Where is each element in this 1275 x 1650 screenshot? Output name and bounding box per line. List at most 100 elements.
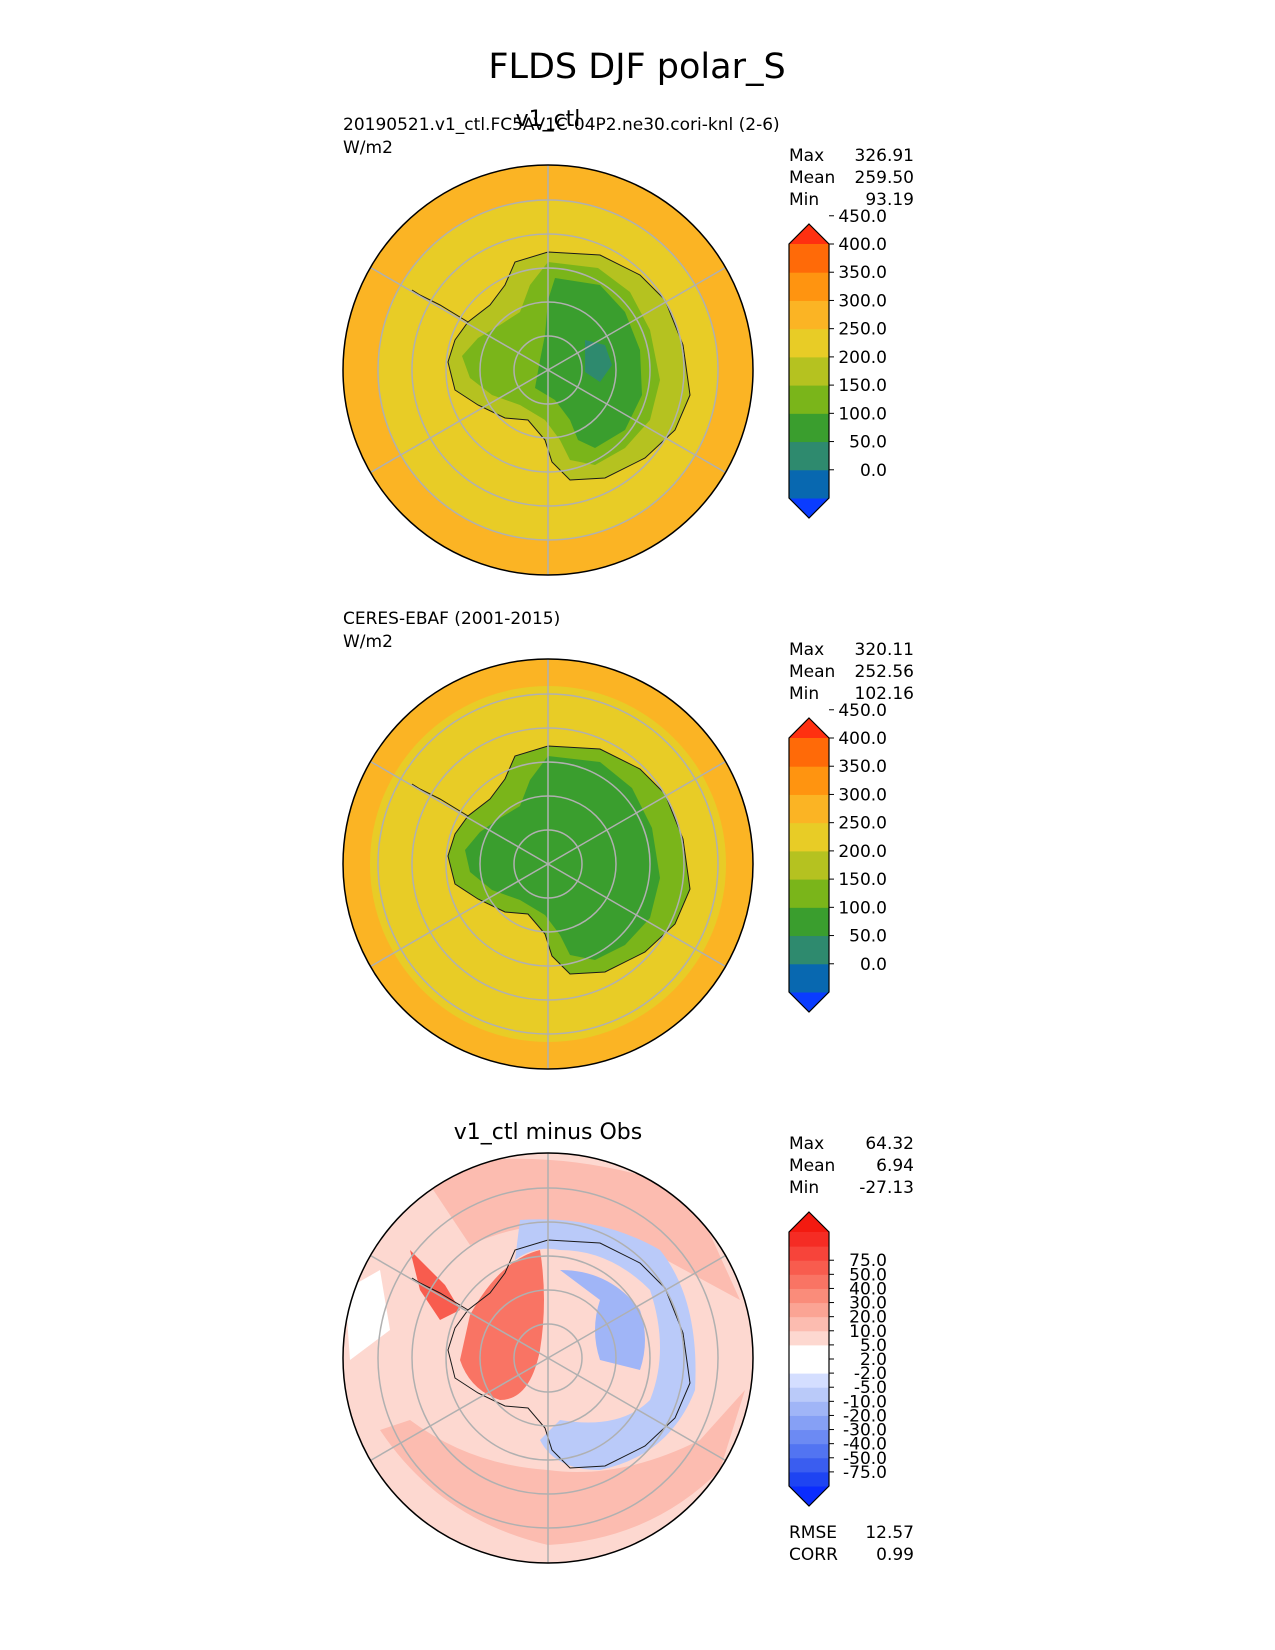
- colorbar-tick-label: 200.0: [838, 842, 887, 862]
- colorbar-segment: [789, 794, 829, 824]
- colorbar-segment: [789, 1316, 829, 1332]
- meridian-line: [370, 863, 549, 968]
- meridian-line: [370, 369, 549, 474]
- colorbar-extension-high: [789, 718, 829, 738]
- colorbar-segment: [789, 935, 829, 965]
- meridian-line: [370, 1357, 549, 1462]
- colorbar-tick-label: 400.0: [838, 235, 887, 255]
- map-field-ring: [420, 1158, 740, 1300]
- stat-value: 102.16: [855, 684, 914, 704]
- colorbar: -75.0-50.0-40.0-30.0-20.0-10.0-5.0-2.02.…: [788, 1211, 887, 1507]
- colorbar-tick-label: 100.0: [838, 898, 887, 918]
- meridian-line: [370, 760, 549, 865]
- colorbar-tick-label: 0.0: [860, 955, 887, 975]
- panel-units: W/m2: [343, 632, 393, 652]
- meridian-line: [547, 1254, 726, 1359]
- colorbar-segment: [789, 300, 829, 330]
- stat-value: 0.99: [876, 1545, 914, 1565]
- colorbar-segment: [789, 1429, 829, 1445]
- colorbar-tick-label: 5.0: [860, 1336, 887, 1356]
- map-gridlines: [370, 659, 726, 1069]
- colorbar-tick-label: 50.0: [849, 927, 887, 947]
- colorbar-segment: [789, 385, 829, 414]
- colorbar-segment: [789, 1443, 829, 1459]
- colorbar-segment: [789, 1302, 829, 1318]
- colorbar-segment: [789, 1260, 829, 1275]
- stat-value: 326.91: [855, 146, 914, 166]
- colorbar-tick-label: -10.0: [843, 1392, 887, 1412]
- map-field-negative-ring: [515, 1219, 696, 1470]
- colorbar-segment: [789, 441, 829, 471]
- colorbar-segment: [789, 738, 829, 767]
- colorbar-segment: [789, 244, 829, 273]
- colorbar-tick-label: 300.0: [838, 291, 887, 311]
- stat-value: 6.94: [876, 1156, 914, 1176]
- coastline: [411, 1239, 691, 1469]
- colorbar-tick-label: -40.0: [843, 1435, 887, 1455]
- colorbar-tick-label: 250.0: [838, 814, 887, 834]
- panel-title: v1_ctl minus Obs: [454, 1120, 642, 1145]
- stats-box: Max 326.91 Mean 259.50 Min 93.19: [789, 146, 914, 210]
- colorbar-segment: [789, 766, 829, 795]
- colorbar-segment: [789, 1415, 829, 1431]
- colorbar-tick-label: 300.0: [838, 785, 887, 805]
- colorbar-tick-label: 20.0: [849, 1308, 887, 1328]
- colorbar-tick-label: 350.0: [838, 757, 887, 777]
- colorbar-segment: [789, 963, 829, 993]
- colorbar-tick-label: -75.0: [843, 1463, 887, 1483]
- stat-label: CORR: [789, 1545, 838, 1565]
- map-gridlines: [370, 165, 726, 575]
- panel-title: v1_ctl: [516, 107, 581, 132]
- colorbar-segment: [789, 1246, 829, 1261]
- panel-ref: CERES-EBAF (2001-2015) W/m2 Max 320.11 M…: [342, 609, 914, 1070]
- colorbar-segment: [789, 1359, 829, 1374]
- meridian-line: [370, 1254, 549, 1359]
- colorbar-segment: [789, 328, 829, 358]
- colorbar-segment: [789, 1232, 829, 1247]
- colorbar-tick-label: 350.0: [838, 263, 887, 283]
- colorbar-segment: [789, 469, 829, 499]
- colorbar-segment: [789, 907, 829, 937]
- colorbar-tick-label: 450.0: [838, 207, 887, 227]
- colorbar-tick-label: -50.0: [843, 1449, 887, 1469]
- panel-diff: v1_ctl minus Obs Max 64.32 Mean 6.94 Min…: [342, 1120, 914, 1565]
- stat-label: Min: [789, 1178, 819, 1198]
- colorbar-tick-label: -5.0: [854, 1378, 887, 1398]
- figure-title: FLDS DJF polar_S: [488, 47, 785, 87]
- stat-value: 252.56: [855, 662, 914, 682]
- map-field-interior: [465, 756, 660, 960]
- colorbar-extension-high: [789, 224, 829, 244]
- map-field-positive: [460, 1250, 544, 1400]
- meridian-line: [547, 369, 726, 474]
- stat-value: -27.13: [859, 1178, 914, 1198]
- stats-box: Max 320.11 Mean 252.56 Min 102.16: [789, 640, 914, 704]
- colorbar-segment: [789, 850, 829, 880]
- stat-label: Min: [789, 190, 819, 210]
- colorbar-segment: [789, 1387, 829, 1402]
- map-field-ring: [380, 1390, 745, 1545]
- colorbar-tick-label: 400.0: [838, 729, 887, 749]
- colorbar-extension-low: [789, 498, 829, 518]
- colorbar-extension-low: [789, 992, 829, 1012]
- map-field-min: [585, 340, 612, 382]
- panel-left-label: CERES-EBAF (2001-2015): [343, 609, 560, 629]
- colorbar-tick-label: 40.0: [849, 1279, 887, 1299]
- map-boundary: [342, 1152, 754, 1564]
- colorbar-segment: [789, 1344, 829, 1360]
- colorbar-tick-label: 0.0: [860, 461, 887, 481]
- colorbar-tick-label: 450.0: [838, 701, 887, 721]
- map-boundary: [342, 658, 754, 1070]
- meridian-line: [370, 266, 549, 371]
- colorbar-segment: [789, 822, 829, 852]
- colorbar-tick-label: 10.0: [849, 1322, 887, 1342]
- colorbar: 0.0 50.0 100.0 150.0 200.0 250.0 300.0 350.0 400…: [788, 207, 887, 519]
- colorbar-segment: [789, 1373, 829, 1388]
- coastline: [411, 745, 691, 975]
- map-gridlines: [370, 1153, 726, 1563]
- bottom-stats: RMSE 12.57 CORR 0.99: [789, 1523, 914, 1565]
- colorbar-segment: [789, 879, 829, 908]
- colorbar-tick-label: 100.0: [838, 404, 887, 424]
- map-field-peninsula: [410, 1250, 460, 1320]
- colorbar-segment: [789, 356, 829, 386]
